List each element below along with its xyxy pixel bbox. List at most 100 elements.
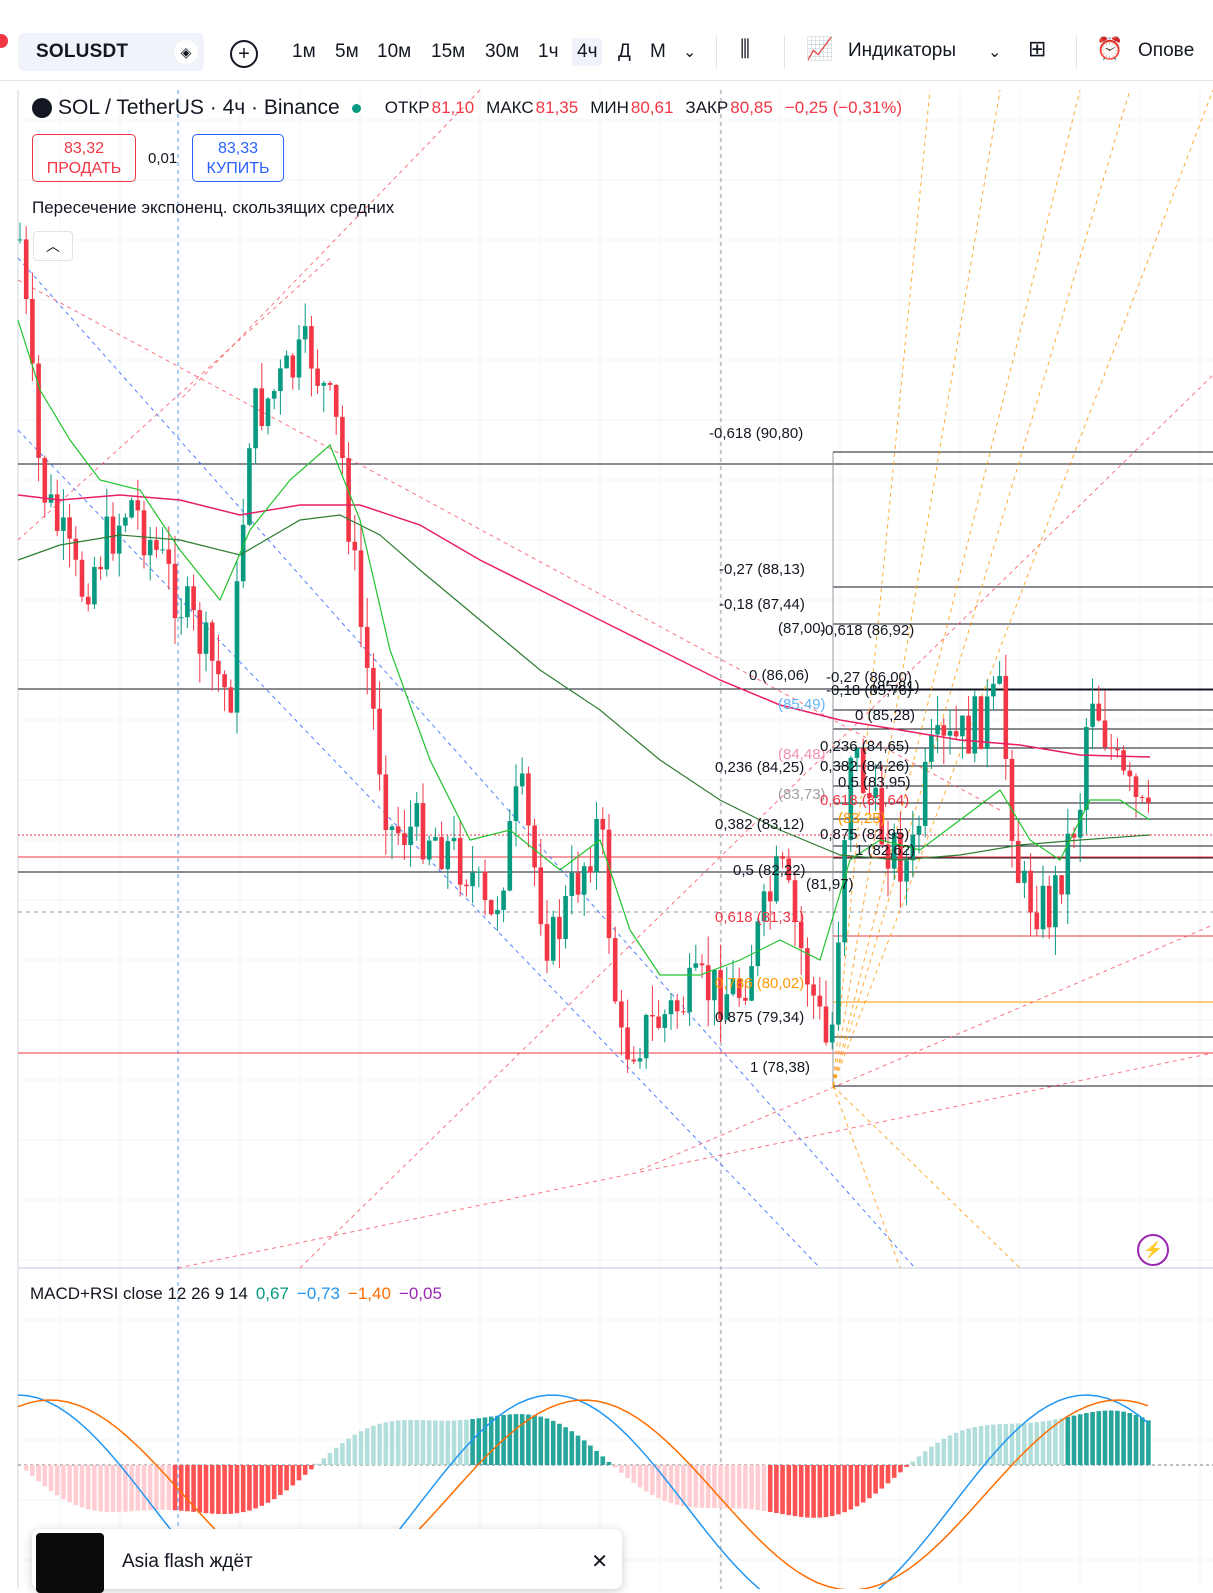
macd-histogram-bar (997, 1424, 1002, 1465)
market-status-dot (351, 103, 361, 113)
candle-body (761, 891, 767, 922)
macd-histogram-bar (774, 1465, 779, 1513)
candle-body (600, 818, 606, 830)
fib-label: -0,18 (87,44) (719, 596, 805, 613)
macd-histogram-bar (445, 1420, 451, 1465)
alerts-button[interactable]: Оповe (1138, 40, 1195, 61)
candle-body (1009, 758, 1015, 841)
macd-histogram-bar (1046, 1420, 1052, 1465)
fib-label: -0,18 (85,76) (826, 682, 912, 699)
candle-body (253, 388, 258, 449)
candle-body (135, 500, 141, 511)
macd-histogram-bar (513, 1414, 519, 1465)
macd-histogram-bar (371, 1425, 376, 1465)
fib-label: 0,618 (83,64) (820, 792, 910, 809)
tf-day[interactable]: Д (618, 41, 631, 62)
candle-body (358, 550, 364, 627)
browser-top-strip (0, 0, 1213, 23)
candle-body (123, 517, 128, 526)
macd-histogram-bar (1040, 1421, 1046, 1465)
macd-histogram-bar (228, 1465, 234, 1514)
candle-body (1065, 833, 1071, 895)
indicators-button[interactable]: Индикаторы (848, 40, 957, 61)
candle-body (681, 1011, 686, 1013)
close-icon[interactable]: ✕ (591, 1551, 608, 1573)
indicator-legend[interactable]: Пересечение экспоненц. скользящих средни… (32, 198, 395, 217)
tf-10m[interactable]: 10м (377, 41, 412, 62)
lightning-icon[interactable]: ⚡ (1137, 1234, 1169, 1266)
spread-value: 0,01 (148, 150, 178, 167)
macd-histogram-bar (1028, 1422, 1033, 1465)
chevron-down-icon[interactable]: ⌄ (683, 44, 697, 61)
sell-label: ПРОДАТЬ (46, 160, 122, 177)
candle-body (147, 540, 153, 556)
low-label: МИН (590, 98, 629, 117)
compare-add-icon[interactable]: + (230, 40, 258, 68)
macd-histogram-bar (116, 1465, 122, 1512)
macd-histogram-bar (960, 1430, 965, 1465)
macd-histogram-bar (823, 1465, 829, 1518)
chevron-down-icon[interactable]: ⌄ (988, 44, 1002, 61)
candle-body (662, 1014, 668, 1028)
sell-button[interactable]: 83,32 ПРОДАТЬ (32, 134, 136, 182)
symbol-search-button[interactable]: SOLUSDT ◈ (18, 33, 204, 71)
macd-histogram-bar (718, 1465, 723, 1509)
macd-histogram-bar (302, 1465, 308, 1475)
candle-body (625, 1027, 630, 1060)
tf-15m[interactable]: 15м (431, 41, 466, 62)
alarm-clock-icon[interactable]: ⏰ (1096, 36, 1124, 61)
trend-line (832, 89, 1001, 1087)
tf-1h[interactable]: 1ч (538, 41, 559, 62)
macd-histogram-bar (588, 1445, 593, 1465)
macd-histogram-bar (98, 1465, 103, 1512)
tf-5m[interactable]: 5м (335, 41, 359, 62)
macd-histogram-bar (550, 1420, 556, 1465)
candle-body (216, 660, 221, 675)
tf-4h[interactable]: 4ч (572, 38, 603, 66)
candles-icon[interactable]: ⫼ (740, 36, 751, 61)
fib-label: 0,5 (83,95) (838, 774, 911, 791)
fib-label: 0,618 (81,31) (715, 909, 805, 926)
macd-histogram-bar (129, 1465, 134, 1512)
candle-body (203, 622, 209, 654)
macd-histogram-bar (433, 1420, 438, 1465)
notification-badge (0, 34, 8, 48)
macd-histogram-bar (160, 1465, 165, 1510)
macd-histogram-bar (712, 1465, 717, 1509)
indicators-icon[interactable]: 📈 (806, 36, 834, 61)
candle-body (978, 696, 984, 749)
collapse-legend-button[interactable]: ︿ (33, 231, 73, 261)
macd-histogram-bar (1121, 1411, 1126, 1465)
macd-legend[interactable]: MACD+RSI close 12 26 9 14 0,67 −0,73 −1,… (30, 1284, 442, 1304)
macd-histogram-bar (619, 1465, 624, 1473)
legend-title: SOL / TetherUS · 4ч · Binance (58, 96, 340, 119)
macd-histogram-bar (792, 1465, 798, 1517)
candle-body (451, 837, 457, 842)
tf-1m[interactable]: 1м (292, 41, 316, 62)
fib-label: 0,875 (79,34) (715, 1009, 805, 1026)
candle-body (904, 860, 909, 882)
candle-body (619, 1001, 624, 1028)
trend-line (17, 257, 331, 541)
macd-histogram-bar (426, 1420, 432, 1465)
fib-label: (87,00) (778, 620, 826, 637)
candle-body (991, 683, 996, 697)
tf-month[interactable]: М (650, 41, 666, 62)
tf-30m[interactable]: 30м (485, 41, 520, 62)
macd-histogram-bar (209, 1465, 215, 1514)
layout-grid-icon[interactable]: ⊞ (1028, 36, 1047, 61)
macd-histogram-bar (606, 1461, 612, 1465)
candle-body (724, 994, 730, 1020)
candle-body (941, 725, 947, 736)
news-toast[interactable]: Asia flash ждёт ✕ (32, 1529, 622, 1593)
diamond-icon[interactable]: ◈ (174, 40, 198, 64)
price-chart[interactable] (0, 80, 1213, 1589)
macd-histogram-bar (575, 1435, 581, 1465)
macd-histogram-bar (222, 1465, 227, 1515)
buy-button[interactable]: 83,33 КУПИТЬ (192, 134, 284, 182)
macd-histogram-bar (85, 1465, 91, 1510)
candle-body (891, 832, 897, 869)
macd-histogram-bar (92, 1465, 97, 1511)
candle-body (569, 872, 575, 897)
macd-histogram-bar (885, 1465, 891, 1484)
